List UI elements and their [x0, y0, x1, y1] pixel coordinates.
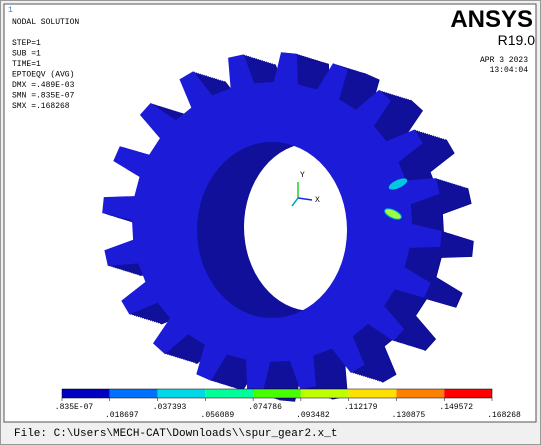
info-line: DMX =.489E-03 [12, 81, 75, 90]
legend-label: .018697 [105, 411, 139, 420]
info-line: SMX =.168268 [12, 102, 70, 111]
plot-title: NODAL SOLUTION [12, 18, 79, 27]
legend-label: .074786 [248, 403, 282, 412]
triad-x-label: X [315, 196, 320, 205]
triad-y-label: Y [300, 171, 305, 180]
legend-label: .835E-07 [55, 403, 94, 412]
file-path: File: C:\Users\MECH-CAT\Downloads\\spur_… [14, 428, 337, 440]
legend-swatch [205, 389, 253, 398]
legend-swatch [301, 389, 349, 398]
legend-label: .093482 [296, 411, 330, 420]
window-number: 1 [8, 6, 13, 15]
version: R19.0 [498, 32, 536, 48]
time: 13:04:04 [490, 66, 529, 75]
legend-swatch [444, 389, 492, 398]
legend-label: .056089 [201, 411, 235, 420]
legend-swatch [110, 389, 158, 398]
ansys-window: 1 NODAL SOLUTION STEP=1 SUB =1TIME=1 EPTOE… [0, 0, 541, 445]
legend-swatch [253, 389, 301, 398]
legend-label: .037393 [153, 403, 187, 412]
legend-swatch [62, 389, 110, 398]
legend-swatch [396, 389, 444, 398]
legend-label: .112179 [344, 403, 378, 412]
legend-swatch [158, 389, 206, 398]
info-line: SUB =1 [12, 50, 41, 59]
legend-label: .130875 [392, 411, 426, 420]
legend-label: .149572 [439, 403, 473, 412]
info-line: EPTOEQV (AVG) [12, 71, 74, 80]
date: APR 3 2023 [480, 56, 528, 65]
info-line: STEP=1 [12, 39, 41, 48]
brand: ANSYS [450, 6, 533, 33]
info-line: TIME=1 [12, 60, 41, 69]
legend-label: .168268 [487, 411, 521, 420]
info-line: SMN =.835E-07 [12, 92, 75, 101]
legend-swatch [349, 389, 397, 398]
